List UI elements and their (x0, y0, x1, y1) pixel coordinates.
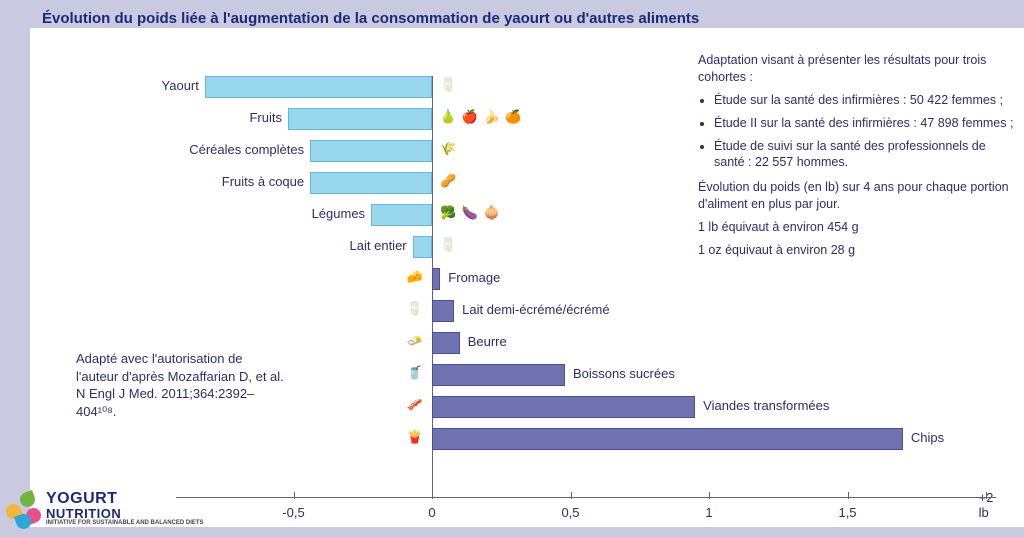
x-tick-label: 1,5 (838, 505, 856, 520)
food-icon: 🥓 (407, 397, 424, 413)
bar-label: Céréales complètes (189, 142, 304, 157)
bar-row: Fromage 🧀 (176, 268, 996, 290)
notes-bullet: Étude sur la santé des infirmières : 50 … (714, 92, 1018, 109)
brand-logo: YOGURT NUTRITION INITIATIVE FOR SUSTAINA… (6, 491, 204, 527)
bar (432, 332, 460, 354)
food-icon: 🍐 🍎 🍌 🍊 (440, 109, 523, 125)
bar-label: Lait demi-écrémé/écrémé (462, 302, 609, 317)
bar (432, 268, 440, 290)
bar-label: Légumes (312, 206, 365, 221)
notes-conv1: 1 lb équivaut à environ 454 g (698, 219, 1018, 236)
food-icon: 🥛 (440, 237, 457, 253)
bar (310, 140, 432, 162)
logo-mark-icon (6, 492, 40, 526)
bar (432, 396, 695, 418)
cohort-notes: Adaptation visant à présenter les résult… (698, 52, 1018, 265)
bar-label: Fromage (448, 270, 500, 285)
bar (205, 76, 432, 98)
bar-label: Fruits à coque (222, 174, 304, 189)
x-tick-label: 0,5 (561, 505, 579, 520)
x-tick-label: 0 (428, 505, 435, 520)
x-tick-label: 1 (705, 505, 712, 520)
bar-label: Lait entier (350, 238, 407, 253)
bar-label: Viandes transformées (703, 398, 829, 413)
notes-conv2: 1 oz équivaut à environ 28 g (698, 242, 1018, 259)
x-axis-baseline (176, 497, 996, 498)
notes-intro: Adaptation visant à présenter les résult… (698, 52, 1018, 86)
bar (371, 204, 432, 226)
food-icon: 🌾 (440, 141, 457, 157)
bar-label: Yaourt (162, 78, 199, 93)
bar-row: Boissons sucrées 🥤 (176, 364, 996, 386)
food-icon: 🥛 (440, 77, 457, 93)
notes-paragraph: Évolution du poids (en lb) sur 4 ans pou… (698, 179, 1018, 213)
citation-text: Adapté avec l'autorisation de l'auteur d… (76, 350, 286, 420)
food-icon: 🥦 🍆 🧅 (440, 205, 501, 221)
notes-bullet: Étude II sur la santé des infirmières : … (714, 115, 1018, 132)
bar-row: Beurre 🧈 (176, 332, 996, 354)
bar-row: Lait demi-écrémé/écrémé 🥛 (176, 300, 996, 322)
food-icon: 🧈 (407, 333, 424, 349)
bar-label: Chips (911, 430, 944, 445)
food-icon: 🥤 (407, 365, 424, 381)
bar (432, 428, 903, 450)
bar-row: Chips 🍟 (176, 428, 996, 450)
food-icon: 🍟 (407, 429, 424, 445)
x-tick-label: -0,5 (282, 505, 304, 520)
food-icon: 🥛 (407, 301, 424, 317)
page-title: Évolution du poids liée à l'augmentation… (42, 10, 699, 27)
bar (310, 172, 432, 194)
logo-text: YOGURT NUTRITION INITIATIVE FOR SUSTAINA… (46, 491, 204, 527)
bar-label: Fruits (249, 110, 282, 125)
bar-label: Boissons sucrées (573, 366, 675, 381)
x-tick-label: +2 lb (979, 490, 994, 520)
bar (432, 364, 565, 386)
notes-bullet: Étude de suivi sur la santé des professi… (714, 138, 1018, 172)
bar-row: Viandes transformées 🥓 (176, 396, 996, 418)
bar-label: Beurre (468, 334, 507, 349)
bar (413, 236, 432, 258)
food-icon: 🧀 (407, 269, 424, 285)
food-icon: 🥜 (440, 173, 457, 189)
bar (288, 108, 432, 130)
logo-petal-icon (18, 490, 37, 509)
notes-bullets: Étude sur la santé des infirmières : 50 … (714, 92, 1018, 172)
bar (432, 300, 454, 322)
